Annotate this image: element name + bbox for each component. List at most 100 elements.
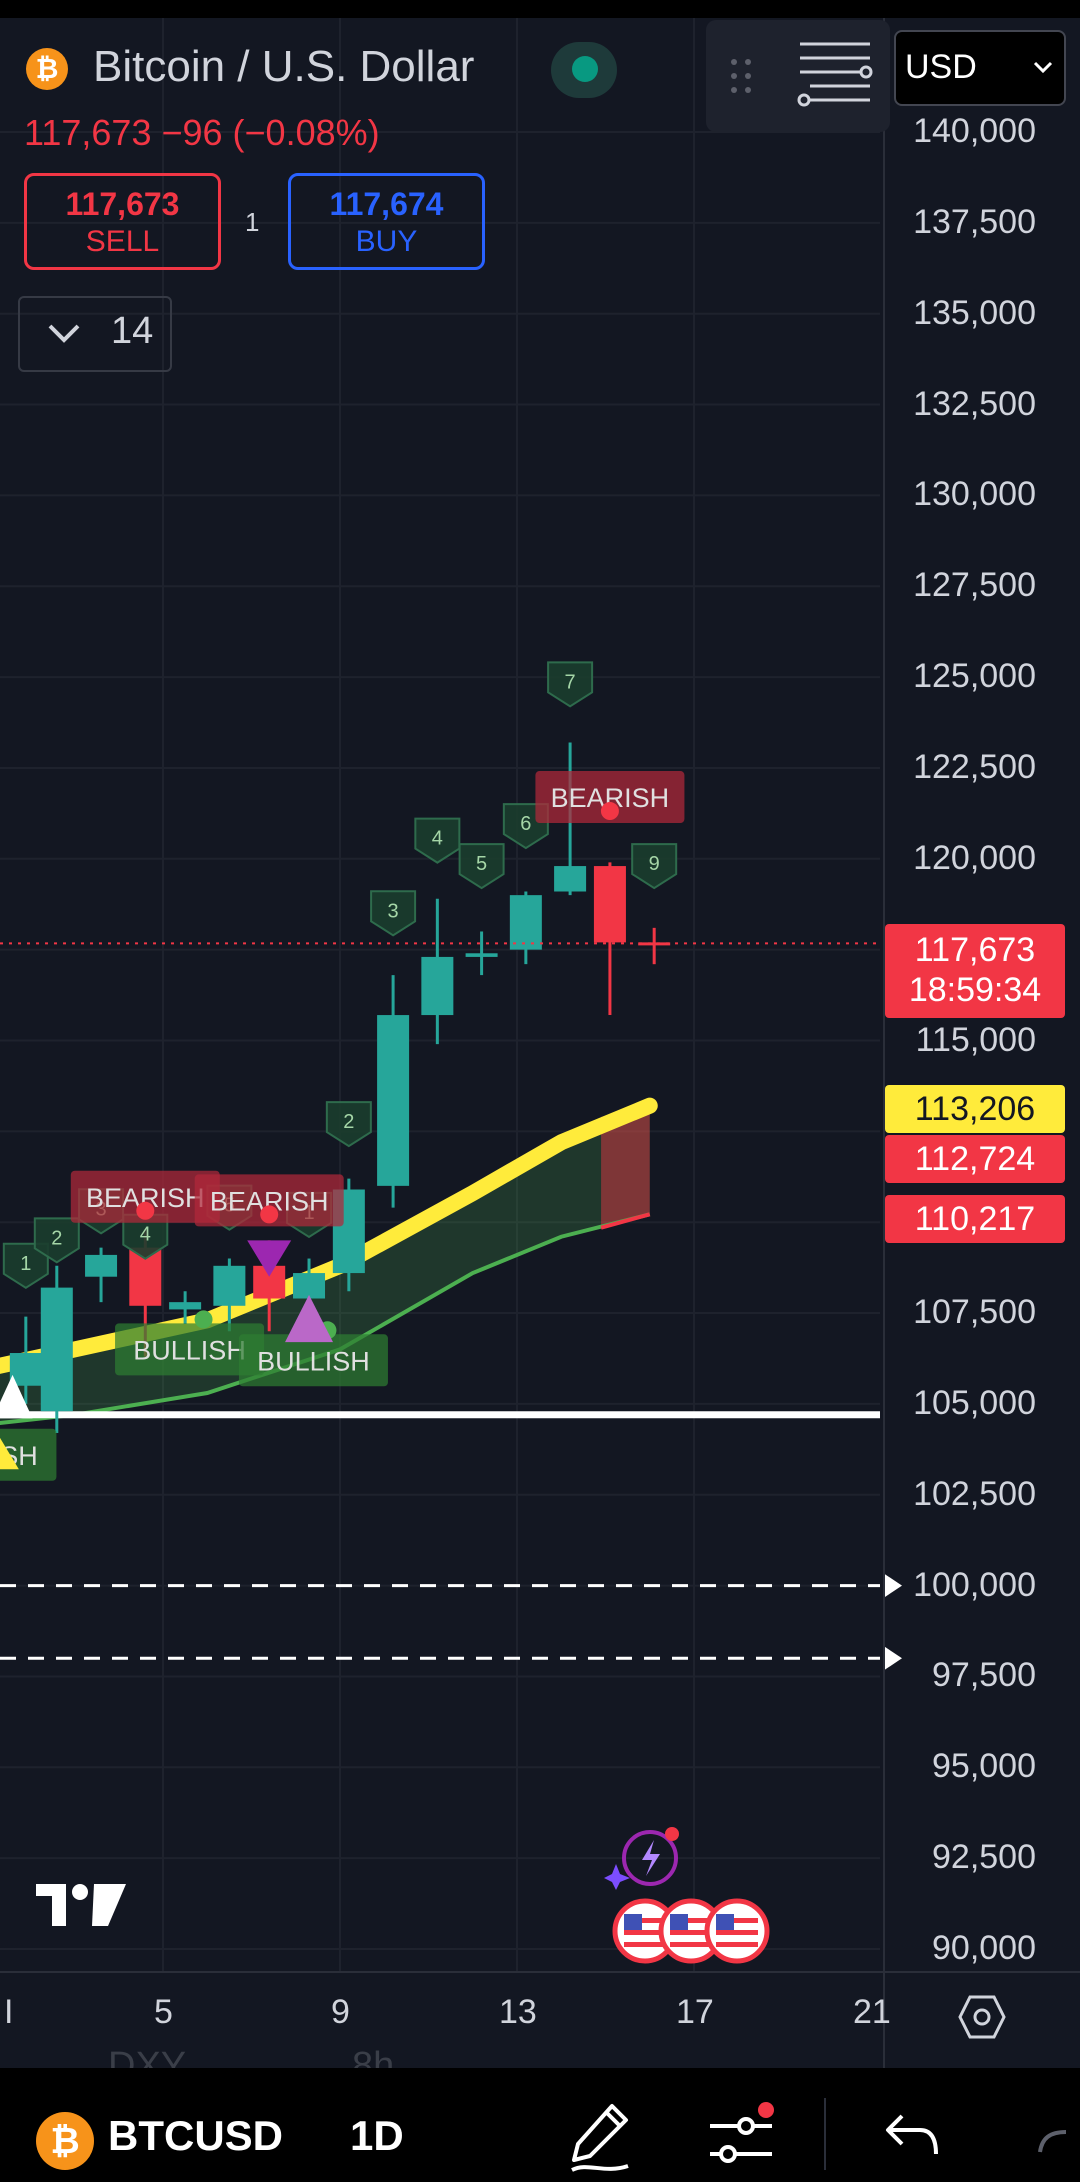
chevron-down-icon <box>48 324 80 343</box>
interval-button[interactable]: 1D <box>350 2112 404 2159</box>
price-axis-label: 105,000 <box>913 1383 1036 1422</box>
candle[interactable] <box>169 1291 202 1324</box>
price-axis-label: 122,500 <box>913 747 1036 786</box>
us-flag-icon[interactable] <box>612 1898 770 1964</box>
signal-box <box>194 1174 344 1227</box>
signal-dot <box>260 1205 279 1224</box>
price-axis-label: 132,500 <box>913 384 1036 423</box>
candle[interactable] <box>213 1258 246 1332</box>
ma-red-upper-tag: 112,724 <box>885 1135 1065 1183</box>
candle-body <box>213 1265 246 1306</box>
ma-red-lower-tag: 110,217 <box>885 1195 1065 1243</box>
signal-box <box>115 1323 265 1376</box>
count-bubble <box>325 1101 372 1148</box>
price-axis-label: 90,000 <box>932 1929 1036 1967</box>
count-bubble <box>547 661 594 708</box>
count-label: 2 <box>343 1111 354 1133</box>
pencil-icon[interactable] <box>568 2102 632 2174</box>
sell-button[interactable]: 117,673 SELL <box>24 173 221 270</box>
bottom-toolbar <box>0 2068 1080 2182</box>
candle-body <box>377 1015 410 1186</box>
candle[interactable] <box>85 1247 118 1303</box>
bearish-signal[interactable]: BEARISH <box>194 1174 344 1227</box>
candle-body <box>593 866 626 943</box>
count-label: 4 <box>432 828 443 850</box>
bearish-signal[interactable]: BEARISH <box>535 771 685 824</box>
alert-marker-icon[interactable] <box>884 1573 902 1598</box>
candle[interactable] <box>9 1316 42 1404</box>
candle-body <box>421 956 454 1016</box>
candle[interactable] <box>421 898 454 1045</box>
ma-cloud-bearish-fill <box>601 1105 650 1228</box>
bearish-signal[interactable]: BEARISH <box>70 1170 220 1223</box>
count-label: 4 <box>140 1224 151 1246</box>
candles <box>9 742 671 1433</box>
bullish-signal[interactable]: BULLISH <box>115 1310 265 1376</box>
signal-dot <box>194 1310 213 1329</box>
sell-arrow-icon <box>247 1240 292 1277</box>
last-price: 117,673 <box>914 931 1036 969</box>
price-axis-label: 137,500 <box>913 202 1036 241</box>
alert-marker-icon[interactable] <box>884 1646 902 1671</box>
sequence-count-marker: 9 <box>631 843 678 890</box>
buy-button[interactable]: 117,674 BUY <box>288 173 485 270</box>
symbol-title[interactable]: Bitcoin / U.S. Dollar <box>93 42 475 91</box>
ma-yellow-tag: 113,206 <box>885 1085 1065 1133</box>
sell-label: SELL <box>85 225 160 258</box>
indicators-icon[interactable] <box>706 2100 776 2172</box>
price-axis-label: 125,000 <box>913 657 1036 696</box>
sell-price: 117,673 <box>65 186 180 222</box>
spread-value: 1 <box>245 207 260 237</box>
signal-box <box>70 1170 220 1223</box>
reference-lines <box>0 1411 902 1671</box>
bullish-signal[interactable]: ULLISH <box>0 1416 57 1481</box>
candle[interactable] <box>509 891 542 965</box>
price-axis-label: 107,500 <box>913 1293 1036 1332</box>
settings-hexagon-icon[interactable] <box>958 1993 1006 2041</box>
candle[interactable] <box>638 927 671 965</box>
price-axis-label: 102,500 <box>913 1474 1036 1513</box>
price-change: 117,673 −96 (−0.08%) <box>24 112 380 153</box>
price-axis-label: 130,000 <box>913 475 1036 514</box>
count-label: 2 <box>51 1227 62 1249</box>
last-price-tag: 117,673 18:59:34 <box>885 924 1065 1018</box>
count-label: 3 <box>388 900 399 922</box>
price-axis-label: 97,500 <box>932 1656 1036 1695</box>
count-bubble <box>458 843 505 890</box>
buy-arrow-icon <box>0 1374 33 1419</box>
bullish-signal[interactable]: BULLISH <box>238 1321 388 1387</box>
time-axis-label: 21 <box>853 1993 891 2031</box>
drag-handle-icon[interactable] <box>728 56 754 96</box>
chart-grid <box>0 18 880 1972</box>
indicators-collapse-button[interactable] <box>18 296 172 372</box>
currency-label: USD <box>905 48 977 86</box>
price-axis-label: 120,000 <box>913 838 1036 877</box>
symbol-search-button[interactable]: BTCUSD <box>108 2112 283 2159</box>
candle[interactable] <box>377 975 410 1208</box>
signal-box <box>238 1334 388 1387</box>
toolbar-divider <box>824 2098 826 2170</box>
menu-lines-icon[interactable] <box>796 38 874 108</box>
sequence-count-marker: 5 <box>458 843 505 890</box>
currency-select[interactable] <box>894 30 1066 106</box>
buy-label: BUY <box>355 225 418 258</box>
signal-box <box>535 771 685 824</box>
candle[interactable] <box>40 1265 73 1433</box>
sequence-count-marker: 4 <box>414 817 461 864</box>
ai-lightning-icon[interactable] <box>602 1824 684 1890</box>
count-label: 9 <box>649 853 660 875</box>
tradingview-logo-icon <box>36 1884 126 1926</box>
candle[interactable] <box>465 931 498 976</box>
bitcoin-logo-icon: ₿ <box>26 48 68 90</box>
redo-icon[interactable] <box>1036 2116 1080 2160</box>
chevron-down-icon <box>1033 61 1053 74</box>
market-open-dot-icon <box>572 56 598 82</box>
price-axis-label: 127,500 <box>913 566 1036 605</box>
count-bubble <box>631 843 678 890</box>
candle-body <box>465 953 498 957</box>
candle[interactable] <box>593 862 626 1016</box>
undo-icon[interactable] <box>884 2110 940 2160</box>
time-axis-label: 13 <box>499 1993 537 2031</box>
count-label: 7 <box>565 671 576 693</box>
